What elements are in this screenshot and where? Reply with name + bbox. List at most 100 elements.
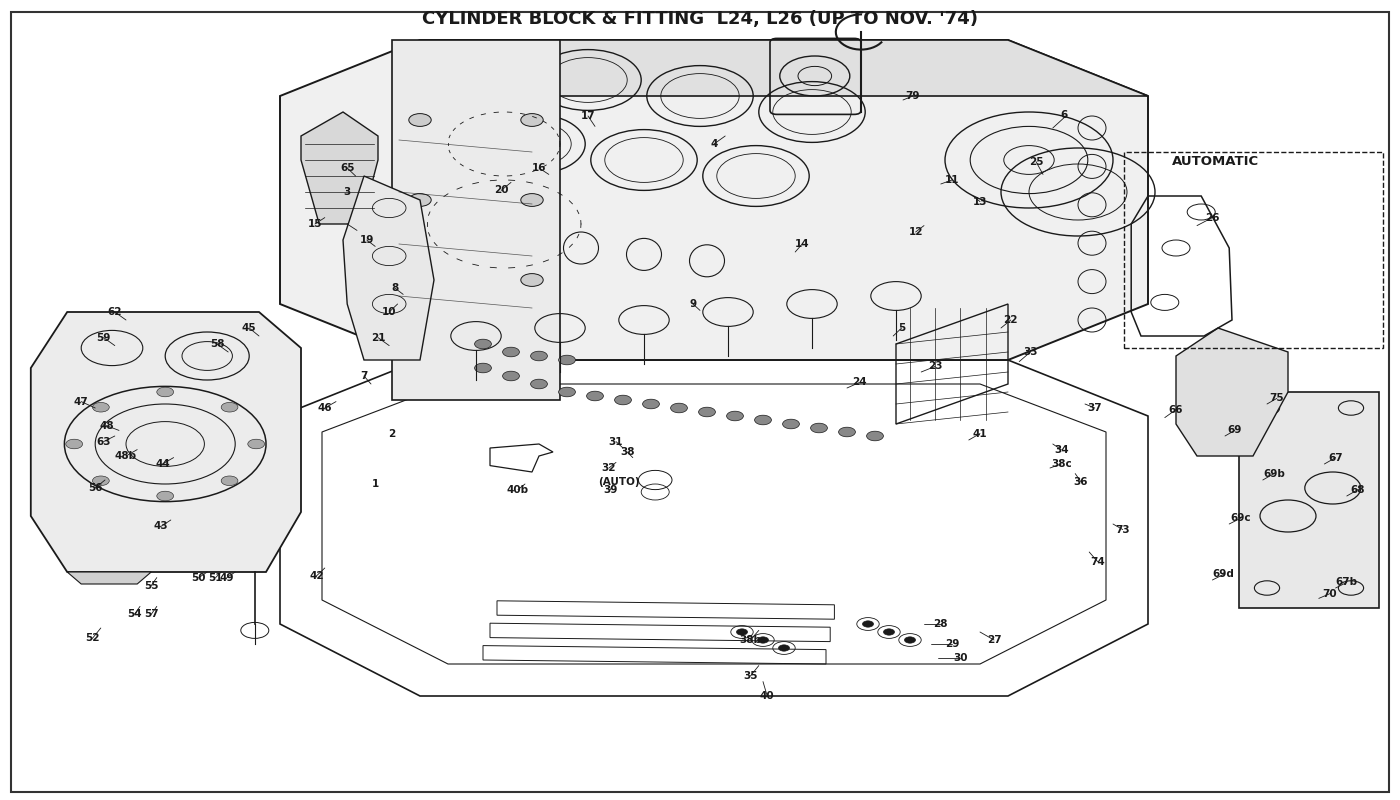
Text: 58: 58 bbox=[210, 339, 224, 349]
Circle shape bbox=[503, 347, 519, 357]
Text: 69d: 69d bbox=[1212, 570, 1235, 579]
Text: 51: 51 bbox=[209, 573, 223, 582]
Circle shape bbox=[671, 403, 687, 413]
Text: 31: 31 bbox=[609, 437, 623, 446]
Text: 69b: 69b bbox=[1263, 469, 1285, 478]
Circle shape bbox=[559, 355, 575, 365]
Text: 69: 69 bbox=[1228, 426, 1242, 435]
Circle shape bbox=[409, 114, 431, 126]
Text: 22: 22 bbox=[1004, 315, 1018, 325]
Polygon shape bbox=[420, 40, 1148, 96]
Circle shape bbox=[615, 395, 631, 405]
Text: 39: 39 bbox=[603, 485, 617, 494]
Circle shape bbox=[221, 476, 238, 486]
Circle shape bbox=[475, 363, 491, 373]
Circle shape bbox=[92, 402, 109, 412]
Circle shape bbox=[221, 402, 238, 412]
Circle shape bbox=[867, 431, 883, 441]
Circle shape bbox=[248, 439, 265, 449]
Text: 5: 5 bbox=[897, 323, 906, 333]
Text: 74: 74 bbox=[1091, 557, 1105, 566]
Text: 69c: 69c bbox=[1231, 514, 1250, 523]
Text: 47: 47 bbox=[74, 397, 88, 406]
Text: 67b: 67b bbox=[1336, 578, 1358, 587]
Circle shape bbox=[862, 621, 874, 627]
Text: 36: 36 bbox=[1074, 477, 1088, 486]
Circle shape bbox=[475, 339, 491, 349]
Text: 59: 59 bbox=[97, 333, 111, 342]
Text: 38b: 38b bbox=[739, 635, 762, 645]
Text: 16: 16 bbox=[532, 163, 546, 173]
Circle shape bbox=[409, 194, 431, 206]
Circle shape bbox=[521, 114, 543, 126]
Circle shape bbox=[839, 427, 855, 437]
Circle shape bbox=[521, 194, 543, 206]
Text: 45: 45 bbox=[242, 323, 256, 333]
Text: 24: 24 bbox=[853, 378, 867, 387]
Text: 35: 35 bbox=[743, 671, 757, 681]
Circle shape bbox=[778, 645, 790, 651]
Text: 73: 73 bbox=[1116, 525, 1130, 534]
Text: 55: 55 bbox=[144, 581, 158, 590]
Text: 11: 11 bbox=[945, 175, 959, 185]
Text: 20: 20 bbox=[494, 186, 508, 195]
Text: 57: 57 bbox=[144, 610, 158, 619]
Text: 79: 79 bbox=[906, 91, 920, 101]
Text: 49: 49 bbox=[220, 573, 234, 582]
Circle shape bbox=[757, 637, 769, 643]
Circle shape bbox=[904, 637, 916, 643]
Polygon shape bbox=[1176, 328, 1288, 456]
Text: 68: 68 bbox=[1351, 485, 1365, 494]
Text: 44: 44 bbox=[155, 459, 169, 469]
Text: 41: 41 bbox=[973, 429, 987, 438]
Circle shape bbox=[699, 407, 715, 417]
Text: 70: 70 bbox=[1323, 589, 1337, 598]
Text: 23: 23 bbox=[928, 362, 942, 371]
Text: 40b: 40b bbox=[507, 485, 529, 494]
Text: 25: 25 bbox=[1029, 157, 1043, 166]
Text: 46: 46 bbox=[318, 403, 332, 413]
Text: 8: 8 bbox=[391, 283, 399, 293]
Text: CYLINDER BLOCK & FITTING  L24, L26 (UP TO NOV. '74): CYLINDER BLOCK & FITTING L24, L26 (UP TO… bbox=[421, 10, 979, 27]
Text: 1: 1 bbox=[371, 479, 379, 489]
Circle shape bbox=[883, 629, 895, 635]
Circle shape bbox=[409, 274, 431, 286]
Text: 10: 10 bbox=[382, 307, 396, 317]
Text: 21: 21 bbox=[371, 333, 385, 342]
Polygon shape bbox=[280, 40, 1148, 360]
Text: 30: 30 bbox=[953, 653, 967, 662]
Circle shape bbox=[503, 371, 519, 381]
Circle shape bbox=[736, 629, 748, 635]
Circle shape bbox=[531, 379, 547, 389]
Text: 34: 34 bbox=[1054, 445, 1068, 454]
Text: 43: 43 bbox=[154, 522, 168, 531]
Circle shape bbox=[157, 491, 174, 501]
Text: 17: 17 bbox=[581, 111, 595, 121]
Circle shape bbox=[531, 351, 547, 361]
Text: 63: 63 bbox=[97, 437, 111, 446]
Circle shape bbox=[643, 399, 659, 409]
Text: 65: 65 bbox=[340, 163, 354, 173]
Text: 28: 28 bbox=[934, 619, 948, 629]
Text: 9: 9 bbox=[689, 299, 697, 309]
Text: 54: 54 bbox=[127, 610, 141, 619]
Text: 52: 52 bbox=[85, 634, 99, 643]
Polygon shape bbox=[301, 112, 378, 224]
Polygon shape bbox=[343, 176, 434, 360]
Text: 32: 32 bbox=[602, 463, 616, 473]
Text: 29: 29 bbox=[945, 639, 959, 649]
Text: 3: 3 bbox=[343, 187, 351, 197]
Text: 42: 42 bbox=[309, 571, 323, 581]
Polygon shape bbox=[392, 40, 560, 400]
Text: 19: 19 bbox=[360, 235, 374, 245]
Text: 62: 62 bbox=[108, 307, 122, 317]
Text: 27: 27 bbox=[987, 635, 1001, 645]
Text: 4: 4 bbox=[710, 139, 718, 149]
Text: 67: 67 bbox=[1329, 453, 1343, 462]
Text: 15: 15 bbox=[308, 219, 322, 229]
Text: 6: 6 bbox=[1060, 110, 1068, 120]
Polygon shape bbox=[1239, 392, 1379, 608]
Circle shape bbox=[783, 419, 799, 429]
Circle shape bbox=[66, 439, 83, 449]
Text: 37: 37 bbox=[1088, 403, 1102, 413]
